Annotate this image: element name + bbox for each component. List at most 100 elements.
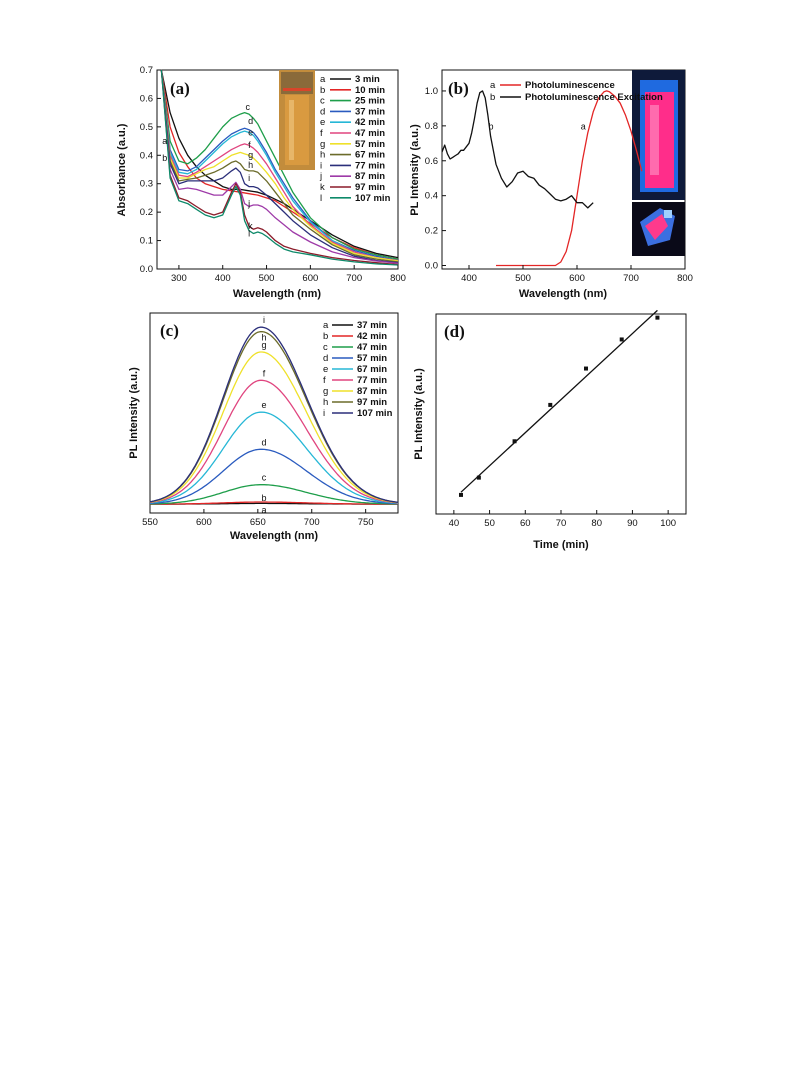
curve-label-g: g (248, 150, 253, 160)
legend-label-a: 3 min (355, 74, 380, 85)
y-tick-label: 0.4 (140, 150, 153, 161)
legend-label-b: 42 min (357, 331, 387, 342)
curve-label-e: e (248, 127, 253, 137)
legend-label-c: 47 min (357, 342, 387, 353)
data-point (655, 315, 660, 320)
curve-label-i: i (263, 315, 265, 325)
panel-c-legend: a 37 min b 42 min c 47 min d 57 min e 67 min f 77 m… (323, 320, 393, 419)
panel-b-y-axis-label: PL Intensity (a.u.) (409, 124, 421, 216)
series-line-g (149, 351, 399, 504)
curve-label-d: d (248, 116, 253, 126)
series-line-d (160, 69, 399, 262)
panel-c-curve-labels: abc d e f ghi (262, 315, 267, 515)
x-tick-label: 700 (346, 273, 362, 284)
panel-b-legend: a Photoluminescence b Photoluminescence Exc… (490, 80, 663, 103)
series-line-e (149, 411, 399, 504)
series-line-i (149, 326, 399, 503)
curve-label-k: k (248, 221, 253, 231)
curve-label-b: b (488, 121, 493, 131)
series-line-b (160, 69, 399, 260)
curve-label-e: e (262, 400, 267, 410)
y-tick-label: 0.0 (425, 261, 438, 272)
curve-label-a: a (162, 136, 167, 146)
x-tick-label: 700 (304, 517, 320, 528)
series-line-j (160, 69, 399, 264)
curve-label-l: l (248, 228, 250, 238)
legend-label-b: Photoluminescence Excitation (525, 92, 663, 103)
series-line-a (160, 69, 399, 259)
y-tick-label: 0.8 (425, 121, 438, 132)
legend-letter-l: l (320, 193, 322, 204)
legend-letter-g: g (323, 386, 328, 397)
curve-label-j: j (247, 198, 250, 208)
y-tick-label: 1.0 (425, 86, 438, 97)
x-tick-label: 500 (515, 273, 531, 284)
curve-label-g: g (262, 340, 267, 350)
y-tick-label: 0.6 (140, 93, 153, 104)
panel-a-legend: a 3 min b 10 min c 25 min d 37 min e 42 min f 47 mi… (319, 74, 391, 204)
panel-d: 40 50 60 70 80 90 100 (d) Time (min) PL Intens… (413, 309, 687, 551)
data-point (512, 439, 517, 444)
legend-letter-i: i (323, 408, 325, 419)
panel-a-frame (156, 69, 399, 270)
x-tick-label: 800 (390, 273, 406, 284)
curve-label-h: h (248, 160, 253, 170)
legend-label-a: 37 min (357, 320, 387, 331)
series-line-g (160, 69, 399, 262)
sample-photos-b (632, 70, 685, 256)
x-tick-label: 700 (623, 273, 639, 284)
panel-d-label: (d) (444, 322, 465, 341)
series-line-k (160, 69, 399, 266)
y-tick-label: 0.1 (140, 236, 153, 247)
legend-letter-f: f (320, 128, 323, 139)
fit-line (460, 309, 658, 493)
panel-a-curves (160, 69, 399, 266)
legend-label-f: 77 min (357, 375, 387, 386)
legend-label-i: 77 min (355, 160, 385, 171)
curve-label-i: i (248, 173, 250, 183)
curve-label-b: b (162, 153, 167, 163)
legend-letter-h: h (323, 397, 328, 408)
y-tick-label: 0.4 (425, 191, 438, 202)
x-tick-label: 550 (142, 517, 158, 528)
legend-letter-d: d (320, 106, 325, 117)
x-tick-label: 100 (660, 518, 676, 529)
legend-label-e: 67 min (357, 364, 387, 375)
x-tick-label: 50 (484, 518, 495, 529)
legend-letter-a: a (323, 320, 329, 331)
panel-a-x-axis-label: Wavelength (nm) (233, 288, 322, 300)
x-tick-label: 80 (591, 518, 602, 529)
panel-c-x-axis-label: Wavelength (nm) (230, 530, 319, 542)
series-line-f (149, 379, 399, 504)
panel-b-x-axis-label: Wavelength (nm) (519, 288, 608, 300)
curve-label-f: f (263, 368, 266, 378)
legend-letter-e: e (323, 364, 328, 375)
series-line-b (441, 90, 594, 209)
series-line-b (150, 501, 398, 505)
legend-letter-a: a (320, 74, 326, 85)
legend-label-g: 87 min (357, 386, 387, 397)
legend-label-j: 87 min (355, 171, 385, 182)
legend-label-l: 107 min (355, 193, 391, 204)
data-point (476, 475, 481, 480)
panel-b-curves (441, 90, 643, 267)
legend-letter-j: j (319, 171, 322, 182)
x-tick-label: 600 (569, 273, 585, 284)
panel-a: 300 400 500 600 700 800 0.0 0.1 0.2 0.3 0.4 0.5 0.6… (116, 65, 406, 300)
cuvette-photo-a (279, 70, 315, 170)
legend-label-a: Photoluminescence (525, 80, 615, 91)
legend-label-c: 25 min (355, 96, 385, 107)
x-tick-label: 300 (171, 273, 187, 284)
series-line-e (160, 69, 399, 262)
x-tick-label: 650 (250, 517, 266, 528)
curve-label-d: d (262, 437, 267, 447)
panel-c-frame (149, 312, 399, 514)
legend-label-h: 97 min (357, 397, 387, 408)
y-tick-label: 0.3 (140, 179, 153, 190)
panel-d-y-axis-label: PL Intensity (a.u.) (413, 368, 425, 460)
